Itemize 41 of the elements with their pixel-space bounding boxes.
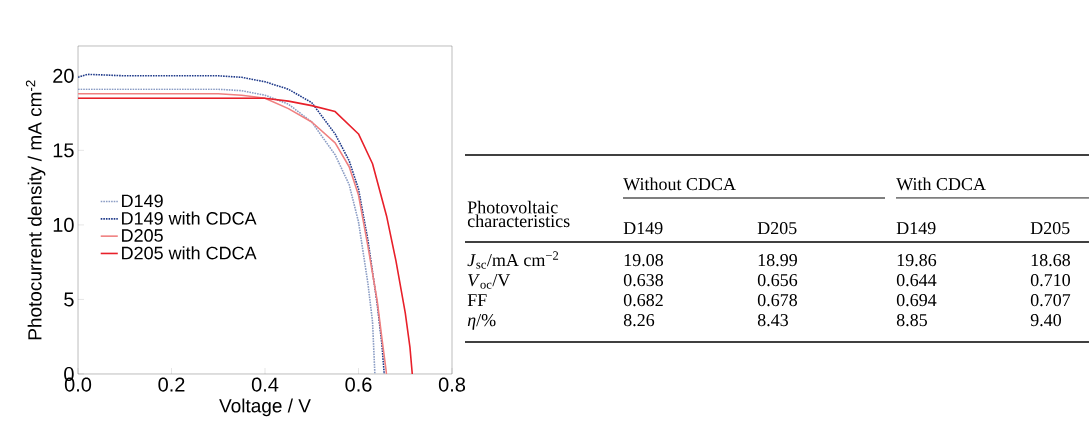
y-tick-label: 15 [53,143,74,158]
text: 19.86 [897,254,937,267]
y-tick-label: 10 [53,217,74,232]
text: 0.707 [1030,294,1071,307]
text: 0.678 [757,294,798,307]
x-tick-label: 0.2 [158,377,185,392]
text: 0.638 [623,274,664,287]
text: 19.08 [624,254,664,267]
category-label: D205 [757,222,797,235]
text: 8.43 [757,314,788,327]
category-label: J$_{sc}$/mA cm$^{−2}$ [467,251,559,269]
text: With CDCA [896,177,986,191]
legend-label: D205 [122,229,163,242]
x-axis-title: Voltage / V [219,398,311,417]
category-label: D149 [623,222,663,235]
category-label: η/% [467,314,496,330]
category-label: FF [467,294,487,306]
text: 8.26 [623,314,655,327]
y-tick-label: 5 [64,292,74,307]
text: 0.710 [1030,274,1071,287]
category-label: D205 [1030,222,1070,235]
category-label: V$_{oc}$/V [468,274,511,289]
y-axis-title: Photocurrent density / mA cm$^{-2}$ [25,80,46,340]
y-tick-label: 20 [53,68,74,83]
x-tick-label: 0.4 [251,377,279,392]
text: 0.656 [757,274,798,287]
category-label: D149 [896,222,936,235]
text: 0.694 [896,294,937,307]
text: 18.99 [758,254,797,267]
x-tick-label: 0.8 [438,377,466,392]
text: Photovoltaic characteristics [467,200,570,228]
legend-label: D149 with CDCA [122,211,257,225]
text: 9.40 [1030,314,1062,327]
x-tick-label: 0.6 [345,377,372,392]
text: Without CDCA [623,177,736,191]
text: 8.85 [896,314,927,327]
text: 0.682 [623,294,663,307]
text: 18.68 [1031,254,1071,267]
legend-label: D149 [122,194,163,208]
text: 0.644 [896,274,937,287]
legend-label: D205 with CDCA [122,246,257,260]
